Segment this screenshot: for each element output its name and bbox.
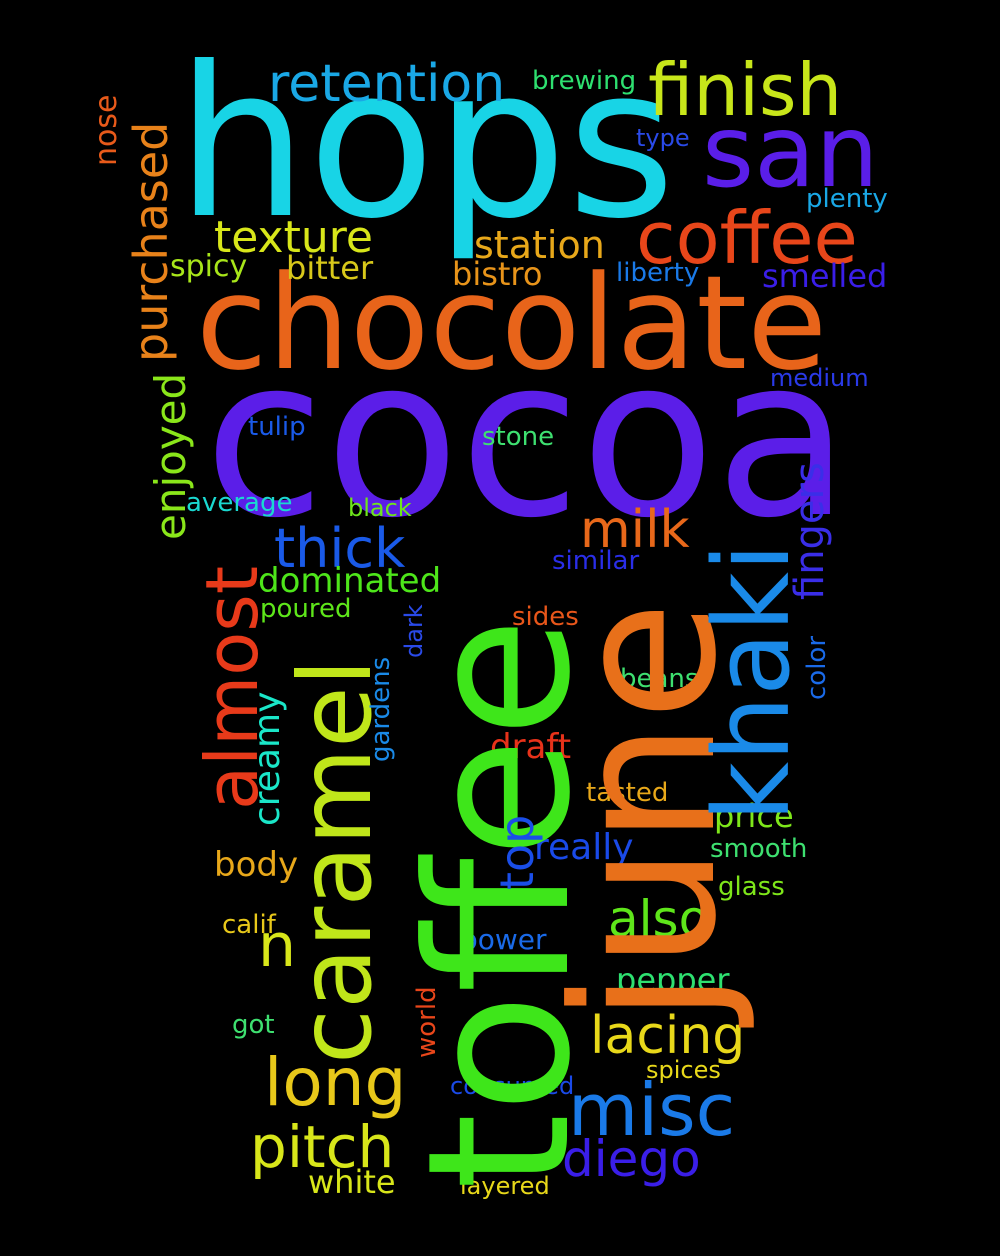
word-price: price: [714, 797, 794, 835]
word-body: body: [214, 845, 299, 885]
word-chocolate: chocolate: [196, 247, 828, 399]
word-medium: medium: [770, 364, 869, 392]
word-calif: calif: [222, 910, 276, 940]
word-dominated: dominated: [258, 561, 442, 601]
word-type: type: [636, 124, 690, 152]
word-hops: hops: [176, 23, 676, 265]
word-smelled: smelled: [762, 257, 888, 295]
word-power: power: [460, 923, 547, 956]
word-layered: layered: [460, 1172, 550, 1200]
word-coffee: coffee: [636, 196, 858, 280]
word-beans: beans: [620, 664, 699, 694]
word-average: average: [186, 488, 293, 518]
word-bitter: bitter: [286, 249, 374, 287]
word-consumed: consumed: [450, 1072, 575, 1100]
word-station: station: [474, 223, 605, 267]
word-long: long: [264, 1044, 407, 1121]
word-spicy: spicy: [170, 249, 248, 284]
word-cocoa: cocoa: [204, 310, 850, 566]
word-san: san: [702, 93, 879, 210]
word-pitch: pitch: [250, 1113, 395, 1181]
word-sides: sides: [512, 602, 579, 632]
word-stone: stone: [482, 422, 555, 452]
word-tulip: tulip: [248, 412, 306, 442]
word-retention: retention: [268, 54, 506, 114]
word-purchased: purchased: [124, 121, 178, 362]
word-liberty: liberty: [616, 258, 700, 288]
word-thick: thick: [274, 517, 406, 580]
word-texture: texture: [214, 212, 373, 263]
word-black: black: [348, 494, 412, 522]
word-creamy: creamy: [247, 691, 288, 826]
word-misc: misc: [568, 1068, 736, 1152]
word-enjoyed: enjoyed: [146, 372, 195, 540]
word-color: color: [802, 635, 832, 700]
word-top: top: [490, 814, 544, 890]
word-really: really: [534, 827, 634, 868]
word-nose: nose: [89, 94, 124, 166]
word-similar: similar: [552, 546, 640, 576]
word-brewing: brewing: [532, 66, 637, 96]
word-dark: dark: [400, 604, 428, 658]
word-gardens: gardens: [366, 656, 396, 762]
word-pepper: pepper: [616, 961, 730, 999]
word-milk: milk: [580, 500, 690, 560]
word-lacing: lacing: [590, 1006, 746, 1066]
word-spices: spices: [646, 1056, 721, 1084]
word-n: n: [258, 911, 297, 981]
word-also: also: [608, 890, 710, 948]
word-tasted: tasted: [586, 778, 669, 808]
word-world: world: [412, 986, 442, 1058]
word-fingers: fingers: [787, 462, 833, 600]
word-diego: diego: [562, 1130, 701, 1188]
word-draft: draft: [490, 727, 572, 767]
word-white: white: [308, 1163, 396, 1201]
word-got: got: [232, 1010, 275, 1040]
word-smooth: smooth: [710, 834, 808, 864]
word-glass: glass: [718, 872, 785, 902]
word-poured: poured: [260, 594, 352, 624]
word-finish: finish: [648, 48, 843, 132]
word-plenty: plenty: [806, 184, 888, 214]
word-bistro: bistro: [452, 255, 543, 293]
